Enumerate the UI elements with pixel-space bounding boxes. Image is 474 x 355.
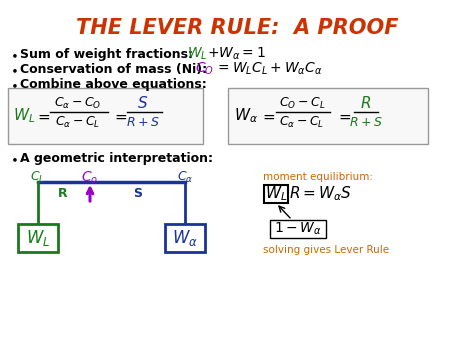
- Text: $R = W_\alpha S$: $R = W_\alpha S$: [289, 185, 352, 203]
- Text: $C_\alpha - C_L$: $C_\alpha - C_L$: [55, 114, 100, 130]
- Text: solving gives Lever Rule: solving gives Lever Rule: [263, 245, 389, 255]
- Bar: [228, 88, 428, 144]
- Text: $\bullet$: $\bullet$: [10, 152, 18, 165]
- Text: $C_\alpha - C_O$: $C_\alpha - C_O$: [55, 95, 102, 110]
- Text: Combine above equations:: Combine above equations:: [20, 78, 207, 91]
- Text: A geometric interpretation:: A geometric interpretation:: [20, 152, 213, 165]
- Text: R: R: [58, 187, 68, 200]
- Text: S: S: [134, 187, 143, 200]
- Bar: [270, 220, 326, 238]
- Text: $\bullet$: $\bullet$: [10, 78, 18, 91]
- Text: $R + S$: $R + S$: [126, 115, 160, 129]
- Text: $C_O - C_L$: $C_O - C_L$: [279, 95, 325, 110]
- Text: $=$: $=$: [35, 109, 51, 124]
- Text: $=$: $=$: [260, 109, 276, 124]
- Text: $\bullet$: $\bullet$: [10, 48, 18, 61]
- Text: $= W_L C_L + W_\alpha C_\alpha$: $= W_L C_L + W_\alpha C_\alpha$: [215, 61, 323, 77]
- Text: $+ W_\alpha = 1$: $+ W_\alpha = 1$: [207, 46, 266, 62]
- Text: Conservation of mass (Ni):: Conservation of mass (Ni):: [20, 63, 207, 76]
- Text: $C_L$: $C_L$: [30, 170, 46, 185]
- Text: $1 - W_\alpha$: $1 - W_\alpha$: [274, 221, 322, 237]
- Text: $C_o$: $C_o$: [82, 170, 99, 186]
- Text: $C_O$: $C_O$: [195, 61, 214, 77]
- Text: $=$: $=$: [336, 109, 352, 124]
- Text: $C_\alpha$: $C_\alpha$: [177, 170, 193, 185]
- Text: $W_L$: $W_L$: [187, 46, 208, 62]
- Bar: [18, 224, 58, 252]
- Text: THE LEVER RULE:  A PROOF: THE LEVER RULE: A PROOF: [76, 18, 398, 38]
- Text: $S$: $S$: [137, 95, 149, 111]
- Text: $W_\alpha$: $W_\alpha$: [172, 228, 198, 248]
- Text: $=$: $=$: [112, 109, 128, 124]
- Text: $C_\alpha - C_L$: $C_\alpha - C_L$: [279, 114, 325, 130]
- Bar: [8, 88, 203, 144]
- Text: Sum of weight fractions:: Sum of weight fractions:: [20, 48, 193, 61]
- Text: $R + S$: $R + S$: [349, 115, 383, 129]
- Text: $R$: $R$: [360, 95, 372, 111]
- Bar: [264, 185, 288, 203]
- Text: $W_L$: $W_L$: [13, 106, 36, 125]
- Bar: [165, 224, 205, 252]
- Text: $W_\alpha$: $W_\alpha$: [234, 106, 258, 125]
- Text: $\bullet$: $\bullet$: [10, 63, 18, 76]
- Text: $W_L$: $W_L$: [26, 228, 50, 248]
- Text: $W_L$: $W_L$: [265, 185, 287, 203]
- Text: moment equilibrium:: moment equilibrium:: [263, 172, 373, 182]
